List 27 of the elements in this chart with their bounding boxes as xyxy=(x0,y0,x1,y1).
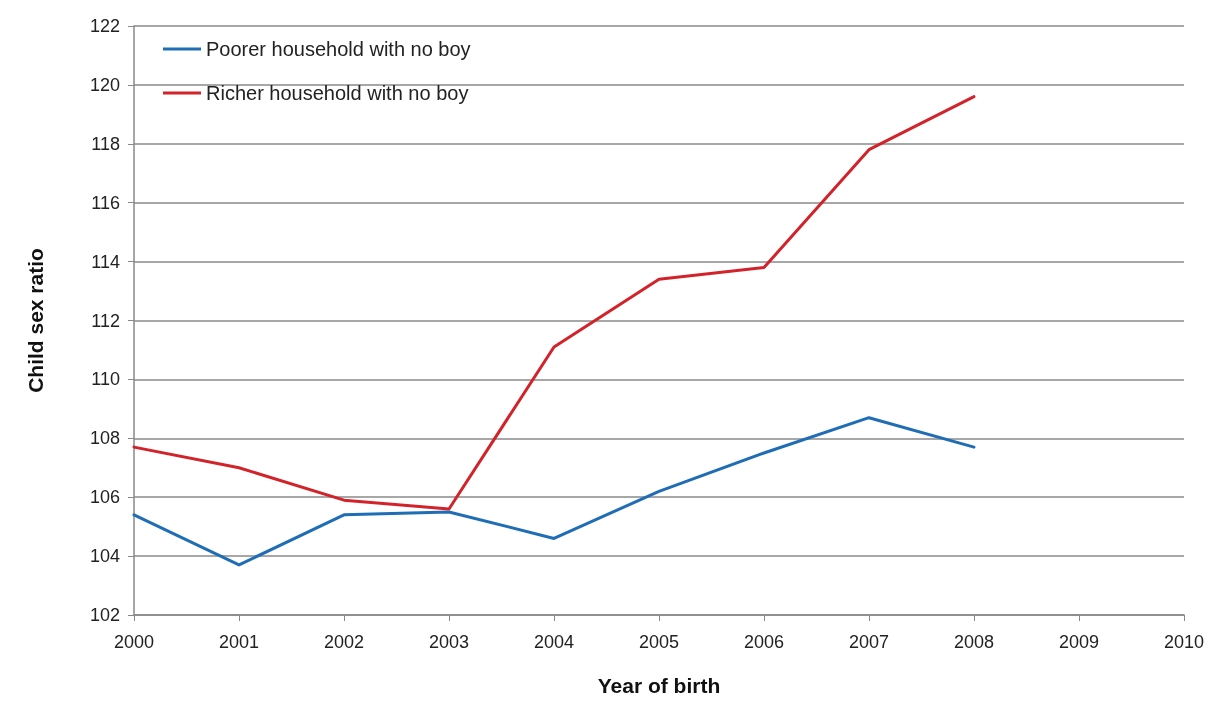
y-tick-label: 122 xyxy=(89,16,120,36)
y-tick-label: 114 xyxy=(91,251,120,272)
legend-label: Richer household with no boy xyxy=(206,82,469,104)
y-tick-label: 112 xyxy=(91,310,120,331)
y-tick-label: 116 xyxy=(91,192,120,213)
y-tick-label: 106 xyxy=(89,487,120,508)
y-tick-label: 108 xyxy=(89,428,120,449)
y-tick-label: 120 xyxy=(89,74,120,95)
x-axis-title: Year of birth xyxy=(597,674,721,697)
x-tick-label: 2003 xyxy=(428,632,470,652)
x-tick-label: 2006 xyxy=(743,632,785,652)
y-tick-label: 102 xyxy=(89,605,120,625)
x-tick-label: 2004 xyxy=(533,632,575,652)
x-tick-label: 2007 xyxy=(848,632,890,652)
x-tick-label: 2001 xyxy=(218,632,260,652)
x-tick-label: 2010 xyxy=(1163,632,1204,652)
y-axis-title: Child sex ratio xyxy=(24,248,47,393)
y-tick-label: 110 xyxy=(91,369,120,390)
line-series xyxy=(132,416,976,567)
y-tick-label: 118 xyxy=(91,133,120,154)
x-tick-label: 2002 xyxy=(323,632,365,652)
x-tick-label: 2009 xyxy=(1058,632,1099,652)
y-tick-label: 104 xyxy=(89,546,120,567)
legend-label: Poorer household with no boy xyxy=(206,38,471,60)
x-tick-label: 2005 xyxy=(638,632,680,652)
x-tick-label: 2008 xyxy=(953,632,995,652)
x-tick-label: 2000 xyxy=(113,632,155,652)
